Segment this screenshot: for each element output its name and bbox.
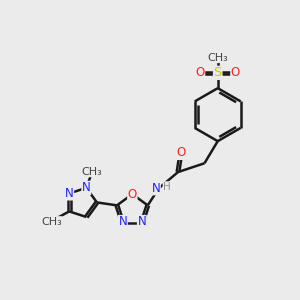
Text: O: O [128, 188, 137, 201]
Text: O: O [231, 66, 240, 80]
Text: H: H [163, 182, 171, 192]
Text: O: O [176, 146, 185, 159]
Text: CH₃: CH₃ [207, 52, 228, 62]
Text: CH₃: CH₃ [82, 167, 103, 177]
Text: N: N [65, 187, 74, 200]
Text: N: N [118, 215, 127, 229]
Text: N: N [82, 182, 91, 194]
Text: S: S [214, 66, 222, 80]
Text: N: N [152, 182, 160, 195]
Text: N: N [137, 215, 146, 229]
Text: CH₃: CH₃ [41, 217, 62, 227]
Text: O: O [195, 66, 205, 80]
